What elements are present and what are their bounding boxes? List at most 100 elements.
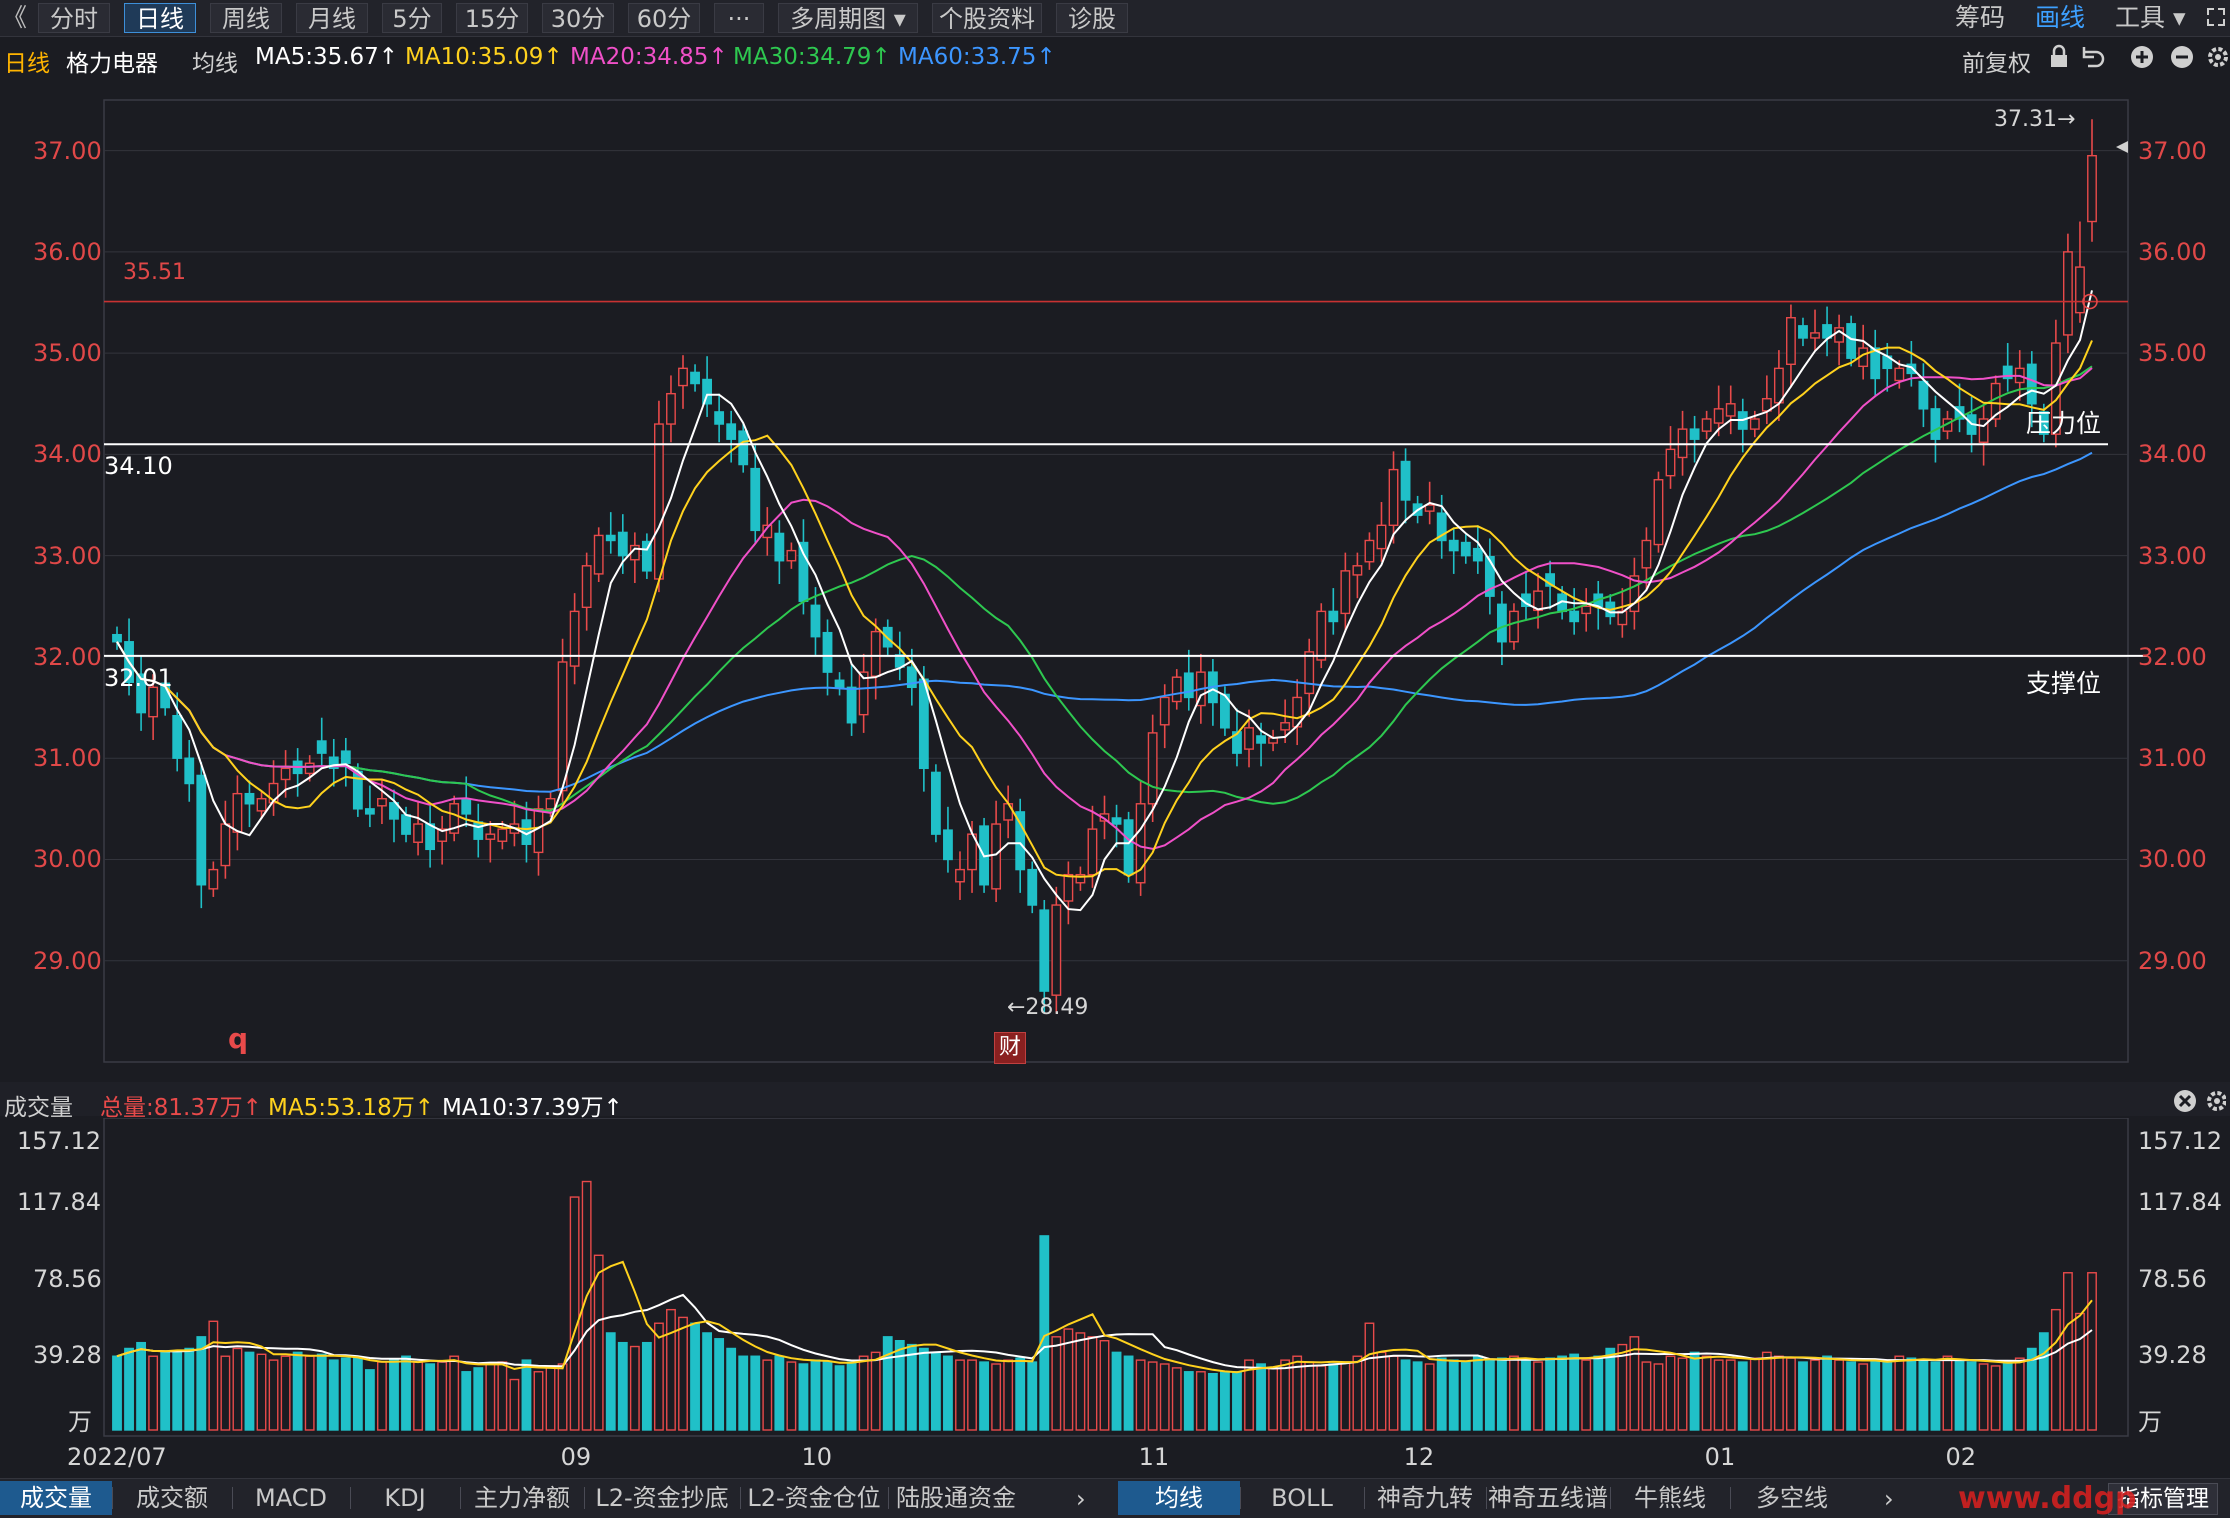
- volume-bar: [2038, 1332, 2049, 1431]
- indicator-tab-6[interactable]: L2-资金仓位: [747, 1484, 881, 1512]
- candle-body: [750, 467, 761, 532]
- indicator-tab-5[interactable]: L2-资金抄底: [595, 1484, 729, 1512]
- candle-body: [1496, 603, 1507, 643]
- volume-bar: [605, 1332, 616, 1431]
- candle-body: [112, 633, 122, 643]
- period-tab-3[interactable]: 月线: [296, 3, 368, 33]
- period-tab-5[interactable]: 15分: [456, 3, 528, 33]
- period-tab-0[interactable]: 分时: [38, 3, 110, 33]
- adjust-mode[interactable]: 前复权: [1962, 51, 2031, 77]
- volume-bar: [1183, 1371, 1194, 1431]
- support-label[interactable]: 支撑位: [2026, 669, 2102, 698]
- period-tab-8[interactable]: ···: [714, 3, 764, 33]
- expand-icon[interactable]: [2205, 6, 2227, 28]
- volume-bar: [1147, 1361, 1158, 1431]
- volume-bar: [256, 1353, 267, 1431]
- indicator-tab-3[interactable]: KDJ: [384, 1484, 426, 1512]
- overlay-tab-0[interactable]: 均线: [1118, 1481, 1240, 1515]
- period-tab-1[interactable]: 日线: [124, 3, 196, 33]
- chevron-right-icon[interactable]: ›: [1884, 1485, 1894, 1513]
- period-tab-2[interactable]: 周线: [210, 3, 282, 33]
- period-tab-10[interactable]: 个股资料: [932, 3, 1042, 33]
- toolbar-chip-button[interactable]: 筹码: [1955, 3, 2006, 32]
- volume-bar: [1364, 1322, 1375, 1431]
- volume-tick-left: 78.56: [33, 1265, 102, 1293]
- candle-body: [1328, 610, 1339, 623]
- lock-icon[interactable]: [2051, 44, 2067, 67]
- volume-bar: [1412, 1361, 1423, 1431]
- period-tab-7[interactable]: 60分: [628, 3, 700, 33]
- q-marker: q: [228, 1022, 249, 1055]
- price-tick-left: 32.00: [33, 642, 102, 671]
- volume-bar: [304, 1355, 315, 1431]
- volume-bar: [437, 1361, 448, 1431]
- moving-average-lines: [116, 290, 2093, 912]
- candle-body: [617, 531, 628, 557]
- volume-bar: [485, 1363, 496, 1431]
- candle-body: [2002, 365, 2013, 380]
- toolbar-draw-button[interactable]: 画线: [2035, 3, 2086, 32]
- candle-body: [1159, 696, 1170, 726]
- volume-bar: [1051, 1336, 1062, 1431]
- candle-body: [1340, 570, 1351, 615]
- overlay-tab-2[interactable]: 神奇九转: [1377, 1484, 1473, 1512]
- overlay-tab-4[interactable]: 牛熊线: [1634, 1484, 1706, 1512]
- candle-body: [1846, 323, 1857, 359]
- resistance-price-label: 34.10: [104, 452, 173, 480]
- indicator-manage-button[interactable]: 指标管理: [2108, 1483, 2218, 1515]
- volume-bars: [112, 1180, 2097, 1431]
- ma5-line: [116, 290, 2093, 912]
- zoom-in-icon[interactable]: [2131, 46, 2153, 68]
- candle-body: [762, 524, 773, 539]
- volume-bar: [461, 1371, 472, 1431]
- candle-body: [593, 534, 604, 575]
- back-icon[interactable]: 《: [2, 3, 28, 32]
- indicator-tabbar: 成交量 成交额 MACD KDJ 主力净额 L2-资金抄底 L2-资金仓位 陆股通资金 › 均…: [0, 1478, 2230, 1518]
- toolbar-tools-button[interactable]: 工具 ▾: [2115, 3, 2186, 32]
- price-tick-right: 35.00: [2138, 339, 2207, 368]
- overlay-tab-5[interactable]: 多空线: [1756, 1484, 1828, 1512]
- volume-bar: [1304, 1361, 1315, 1431]
- candle-body: [557, 661, 568, 792]
- candle-body: [1810, 332, 1820, 339]
- volume-tick-left: 万: [68, 1408, 92, 1436]
- indicator-tab-7[interactable]: 陆股通资金: [896, 1484, 1016, 1512]
- close-icon[interactable]: [2174, 1090, 2196, 1112]
- indicator-tab-2[interactable]: MACD: [255, 1484, 327, 1512]
- ma20-value: MA20:34.85↑: [570, 44, 728, 70]
- chevron-right-icon[interactable]: ›: [1076, 1485, 1086, 1513]
- candle-body: [1870, 347, 1881, 380]
- indicator-tab-4[interactable]: 主力净额: [474, 1484, 570, 1512]
- gear-icon[interactable]: [2207, 1091, 2227, 1111]
- volume-bar: [1171, 1367, 1182, 1431]
- candle-body: [280, 767, 291, 781]
- volume-bar: [401, 1355, 411, 1431]
- volume-chart[interactable]: [0, 1118, 2230, 1438]
- overlay-tab-3[interactable]: 神奇五线谱: [1488, 1484, 1608, 1512]
- overlay-tab-1[interactable]: BOLL: [1271, 1484, 1333, 1512]
- volume-bar: [1822, 1355, 1832, 1431]
- indicator-tab-0[interactable]: 成交量: [0, 1481, 112, 1515]
- date-tick: 11: [1138, 1443, 1170, 1471]
- volume-bar: [569, 1196, 580, 1431]
- candle-body: [401, 814, 411, 835]
- period-tab-4[interactable]: 5分: [382, 3, 442, 33]
- financial-report-marker[interactable]: 财: [994, 1032, 1026, 1064]
- ref-line-label: 35.51: [123, 260, 186, 285]
- stock-name[interactable]: 格力电器: [66, 51, 158, 77]
- period-tab-11[interactable]: 诊股: [1056, 3, 1128, 33]
- period-tab-6[interactable]: 30分: [542, 3, 614, 33]
- ma-label[interactable]: 均线: [192, 51, 238, 77]
- gear-icon[interactable]: [2208, 47, 2228, 67]
- zoom-out-icon[interactable]: [2171, 46, 2193, 68]
- volume-bar: [834, 1365, 845, 1431]
- price-chart[interactable]: [0, 70, 2230, 1070]
- ref-line-handle[interactable]: [2082, 293, 2098, 310]
- resistance-label[interactable]: 压力位: [2026, 409, 2102, 438]
- period-tab-9[interactable]: 多周期图 ▾: [778, 3, 918, 33]
- undo-icon[interactable]: [2082, 47, 2105, 68]
- candle-body: [1665, 448, 1676, 477]
- volume-bar: [918, 1347, 929, 1431]
- volume-tick-right: 157.12: [2138, 1127, 2222, 1155]
- indicator-tab-1[interactable]: 成交额: [136, 1484, 208, 1512]
